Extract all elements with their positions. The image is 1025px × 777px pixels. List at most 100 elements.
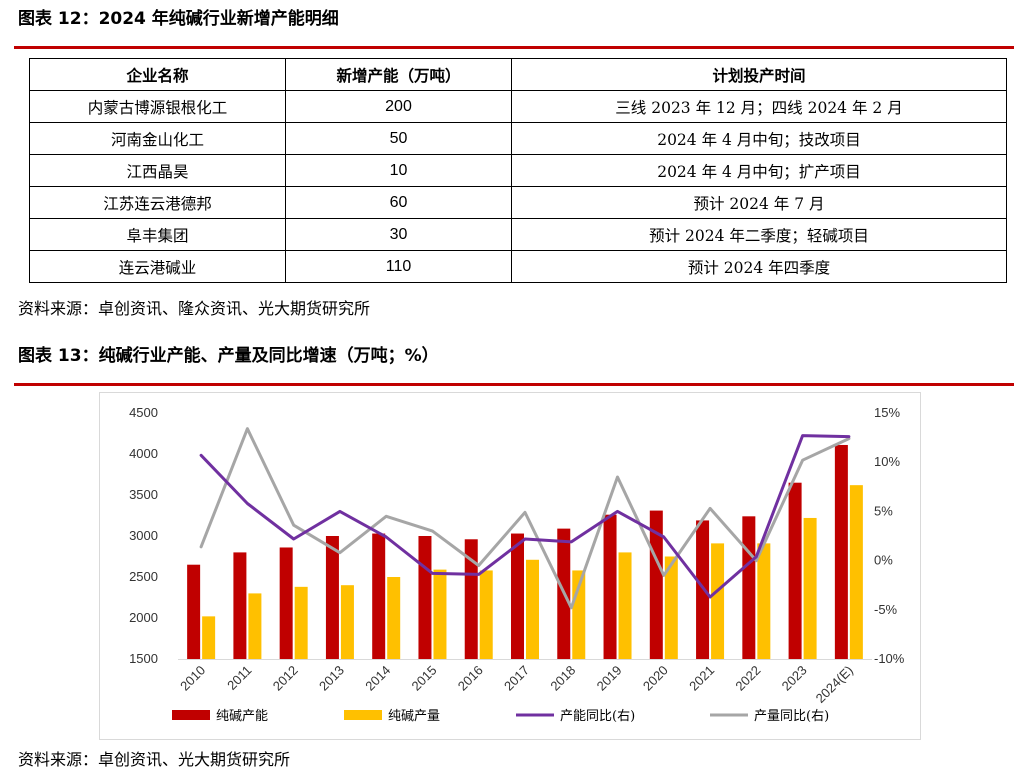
capacity-bar bbox=[279, 547, 293, 659]
table-row: 江西晶昊 10 2024 年 4 月中旬；扩产项目 bbox=[29, 154, 1007, 187]
cell-start-time: 2024 年 4 月中旬；扩产项目 bbox=[511, 154, 1007, 187]
y-right-tick-label: 5% bbox=[874, 503, 893, 518]
legend-capacity-label: 纯碱产能 bbox=[216, 709, 268, 724]
x-tick-label: 2017 bbox=[501, 663, 532, 694]
legend-capacity-yoy-label: 产能同比(右) bbox=[560, 709, 635, 724]
heading-rule bbox=[14, 46, 1014, 49]
cell-start-time: 2024 年 4 月中旬；技改项目 bbox=[511, 122, 1007, 155]
y-right-tick-label: -5% bbox=[874, 602, 898, 617]
capacity-bar bbox=[464, 539, 478, 659]
header-company: 企业名称 bbox=[29, 58, 286, 91]
output-bar bbox=[479, 570, 493, 659]
cell-company: 河南金山化工 bbox=[29, 122, 286, 155]
table-source-note: 资料来源：卓创资讯、隆众资讯、光大期货研究所 bbox=[18, 299, 371, 318]
table-body: 内蒙古博源银根化工 200 三线 2023 年 12 月；四线 2024 年 2 月… bbox=[29, 90, 1007, 283]
table-heading: 图表 12：2024 年纯碱行业新增产能明细 bbox=[18, 9, 339, 29]
legend-output-label: 纯碱产量 bbox=[388, 709, 440, 724]
x-tick-label: 2012 bbox=[270, 663, 301, 694]
combo-chart: 1500 2000 2500 3000 3500 4000 4500 -10% -5% 0% 5% 1… bbox=[129, 405, 905, 724]
y-right-tick-label: 0% bbox=[874, 553, 893, 568]
table-row: 内蒙古博源银根化工 200 三线 2023 年 12 月；四线 2024 年 2 月 bbox=[29, 90, 1007, 123]
capacity-bar bbox=[649, 510, 663, 659]
output-bar bbox=[387, 577, 401, 659]
cell-company: 连云港碱业 bbox=[29, 250, 286, 283]
y-left-tick-label: 2500 bbox=[129, 569, 158, 584]
header-new-capacity: 新增产能（万吨） bbox=[285, 58, 512, 91]
x-tick-label: 2014 bbox=[362, 663, 393, 694]
y-left-tick-label: 3500 bbox=[129, 487, 158, 502]
output-bar bbox=[803, 517, 817, 659]
x-tick-label: 2016 bbox=[455, 663, 486, 694]
capacity-bar bbox=[372, 533, 386, 659]
table-row: 连云港碱业 110 预计 2024 年四季度 bbox=[29, 250, 1007, 283]
y-left-tick-label: 3000 bbox=[129, 528, 158, 543]
capacity-bar bbox=[742, 516, 756, 659]
y-right-tick-label: 15% bbox=[874, 405, 900, 420]
y-right-tick-label: 10% bbox=[874, 454, 900, 469]
cell-company: 江西晶昊 bbox=[29, 154, 286, 187]
output-bar bbox=[340, 585, 354, 659]
capacity-bar bbox=[511, 533, 524, 659]
table-row: 阜丰集团 30 预计 2024 年二季度；轻碱项目 bbox=[29, 218, 1007, 251]
x-tick-label: 2019 bbox=[594, 663, 625, 694]
capacity-bar bbox=[418, 536, 432, 659]
cell-company: 阜丰集团 bbox=[29, 218, 286, 251]
output-bar bbox=[849, 485, 863, 659]
output-bar bbox=[757, 543, 771, 659]
cell-new-capacity: 60 bbox=[285, 186, 512, 219]
capacity-bar bbox=[834, 444, 848, 659]
x-tick-label: 2021 bbox=[686, 663, 717, 694]
capacity-bar bbox=[325, 536, 339, 659]
y-left-tick-label: 4500 bbox=[129, 405, 158, 420]
y-left-tick-label: 1500 bbox=[129, 651, 158, 666]
output-bar bbox=[248, 593, 262, 659]
output-bar bbox=[294, 586, 308, 659]
cell-new-capacity: 110 bbox=[285, 250, 512, 283]
cell-new-capacity: 50 bbox=[285, 122, 512, 155]
heading-rule bbox=[14, 383, 1014, 386]
cell-company: 内蒙古博源银根化工 bbox=[29, 90, 286, 123]
output-bar bbox=[526, 559, 539, 659]
x-tick-label: 2011 bbox=[224, 663, 254, 693]
output-bar bbox=[433, 569, 447, 659]
cell-start-time: 三线 2023 年 12 月；四线 2024 年 2 月 bbox=[511, 90, 1007, 123]
output-bar bbox=[618, 552, 632, 659]
x-tick-label: 2020 bbox=[640, 663, 671, 694]
capacity-bar bbox=[233, 552, 247, 659]
x-tick-label: 2010 bbox=[177, 663, 208, 694]
y-left-tick-label: 2000 bbox=[129, 610, 158, 625]
x-tick-label: 2024(E) bbox=[813, 663, 856, 706]
y-left-tick-label: 4000 bbox=[129, 446, 158, 461]
capacity-bar bbox=[788, 482, 802, 659]
table-header-row: 企业名称 新增产能（万吨） 计划投产时间 bbox=[29, 58, 1007, 91]
cell-new-capacity: 10 bbox=[285, 154, 512, 187]
cell-new-capacity: 30 bbox=[285, 218, 512, 251]
x-tick-label: 2013 bbox=[316, 663, 347, 694]
cell-start-time: 预计 2024 年四季度 bbox=[511, 250, 1007, 283]
output-bar bbox=[202, 616, 216, 659]
chart-source-note: 资料来源：卓创资讯、光大期货研究所 bbox=[18, 750, 291, 769]
y-right-tick-label: -10% bbox=[874, 651, 905, 666]
legend-capacity-swatch bbox=[172, 710, 210, 720]
capacity-table: 企业名称 新增产能（万吨） 计划投产时间 内蒙古博源银根化工 200 三线 2023… bbox=[29, 58, 1007, 283]
capacity-yoy-line bbox=[199, 434, 851, 599]
x-tick-label: 2022 bbox=[732, 663, 763, 694]
cell-start-time: 预计 2024 年二季度；轻碱项目 bbox=[511, 218, 1007, 251]
x-tick-label: 2015 bbox=[409, 663, 440, 694]
output-bar bbox=[664, 556, 678, 659]
cell-new-capacity: 200 bbox=[285, 90, 512, 123]
capacity-bar bbox=[696, 520, 710, 659]
cell-company: 江苏连云港德邦 bbox=[29, 186, 286, 219]
header-start-time: 计划投产时间 bbox=[511, 58, 1007, 91]
chart-heading: 图表 13：纯碱行业产能、产量及同比增速（万吨；%） bbox=[18, 346, 439, 366]
x-tick-label: 2023 bbox=[779, 663, 810, 694]
cell-start-time: 预计 2024 年 7 月 bbox=[511, 186, 1007, 219]
capacity-bar bbox=[187, 564, 201, 659]
chart-frame: 1500 2000 2500 3000 3500 4000 4500 -10% -5% 0% 5% 1… bbox=[99, 392, 921, 740]
capacity-bar bbox=[603, 514, 617, 659]
x-tick-label: 2018 bbox=[547, 663, 578, 694]
legend-output-swatch bbox=[344, 710, 382, 720]
output-yoy-line bbox=[199, 427, 851, 610]
table-row: 河南金山化工 50 2024 年 4 月中旬；技改项目 bbox=[29, 122, 1007, 155]
legend-output-yoy-label: 产量同比(右) bbox=[754, 709, 829, 724]
